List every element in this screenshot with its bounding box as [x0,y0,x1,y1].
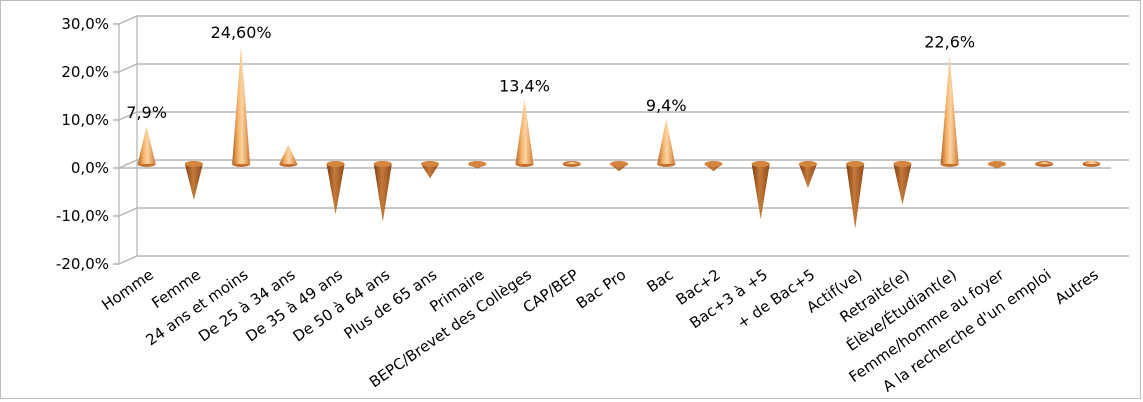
bar [940,55,959,167]
y-tick-label: 30,0% [61,15,109,33]
data-label: 24,60% [211,23,272,42]
bar-cone [232,45,251,164]
bar-cone [846,164,865,229]
bar-cone [657,118,676,164]
bars-layer [137,45,1101,229]
bar [232,45,251,167]
bar-cone [1035,161,1054,164]
bar-cone [562,161,581,164]
bar-top-cap [326,161,345,167]
bar-top-cap [798,161,817,167]
grid-layer [118,15,1129,265]
gridline-diagonal [118,15,138,25]
bar-top-cap [751,161,770,167]
y-tick-label: -10,0% [56,207,109,225]
bar [373,161,392,222]
bar [468,161,487,169]
bar-top-cap [893,161,912,167]
y-axis: 30,0% 20,0% 10,0% 0,0% -10,0% -20,0% [56,15,119,273]
bar [657,118,676,167]
bar-cone [798,164,817,188]
bar [893,161,912,205]
bar-top-cap [373,161,392,167]
gridline-diagonal [118,207,138,217]
bar-top-cap [468,161,487,167]
bar-top-cap [704,161,723,167]
bar-cone [1082,160,1101,164]
bar-cone [940,55,959,164]
bar [421,161,440,179]
y-tick-label: 10,0% [61,111,109,129]
data-label: 22,6% [924,33,975,52]
y-tick-label: 0,0% [71,159,109,177]
bar [326,161,345,215]
bar [1082,160,1101,167]
x-tick-label: Bac [643,266,676,297]
bar [610,161,628,172]
bar-cone [137,126,156,164]
bar-cone [893,164,912,205]
gridline-diagonal [118,159,138,169]
bar [279,144,298,167]
bar [987,161,1006,169]
bar-top-cap [987,161,1006,167]
y-tick-label: 20,0% [61,63,109,81]
bar-top-cap [610,161,628,167]
bar [515,99,534,167]
bar-cone [515,99,534,164]
data-label: 7,9% [126,103,167,122]
bar-cone [421,164,440,179]
gridline-diagonal [118,255,138,265]
bar [846,161,865,229]
bar-cone [279,144,298,164]
gridline-diagonal [118,111,138,121]
bar-top-cap [421,161,440,167]
bar [704,161,723,172]
bar [751,161,770,220]
x-tick-label: Autres [1052,265,1102,308]
bar-cone [751,164,770,220]
bar-top-cap [846,161,865,167]
bar-cone [373,164,392,222]
bar [562,161,581,167]
bar [1035,161,1054,167]
bar-cone [326,164,345,215]
data-labels: 7,9% 24,60% 13,4% 9,4% 22,6% [126,23,975,122]
bar [137,126,156,167]
x-tick-label: Bac Pro [573,266,629,313]
bar-cone [184,164,203,200]
data-label: 9,4% [646,96,687,115]
bar [798,161,817,188]
bar-top-cap [184,161,203,167]
data-label: 13,4% [499,77,550,96]
y-tick-label: -20,0% [56,255,109,273]
gridline-diagonal [118,63,138,73]
bar [184,161,203,200]
